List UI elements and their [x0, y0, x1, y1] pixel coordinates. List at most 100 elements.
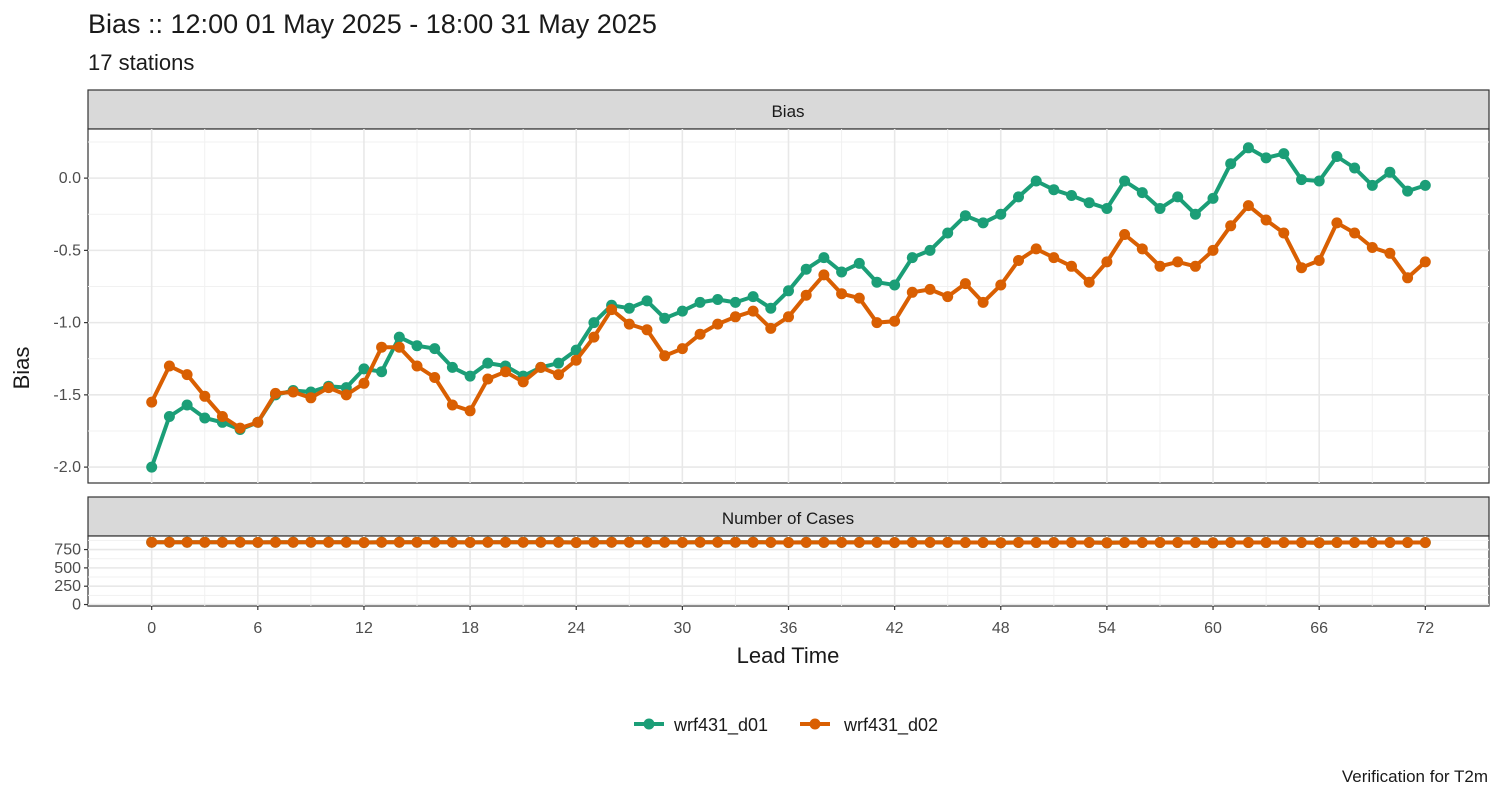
data-point-wrf431_d02	[783, 537, 794, 548]
data-point-wrf431_d02	[1136, 537, 1148, 548]
series-wrf431_d02-bias	[146, 200, 1431, 434]
data-point-wrf431_d02	[1366, 537, 1378, 548]
data-point-wrf431_d01	[1384, 166, 1396, 178]
data-point-wrf431_d02	[765, 322, 777, 334]
data-point-wrf431_d02	[924, 536, 936, 548]
data-point-wrf431_d02	[181, 369, 193, 381]
data-point-wrf431_d01	[1366, 179, 1378, 191]
data-point-wrf431_d02	[800, 536, 812, 548]
series-cases	[146, 536, 1431, 549]
data-point-wrf431_d01	[1402, 185, 1414, 197]
y-tick-label-cases: 250	[54, 578, 81, 595]
data-point-wrf431_d01	[411, 340, 423, 352]
data-point-wrf431_d01	[482, 357, 494, 369]
data-point-wrf431_d02	[305, 392, 317, 404]
data-point-wrf431_d02	[1172, 537, 1184, 548]
data-point-wrf431_d02	[163, 360, 175, 372]
x-tick-label: 0	[147, 620, 156, 637]
data-point-wrf431_d02	[1225, 220, 1237, 232]
data-point-wrf431_d02	[1066, 260, 1077, 272]
data-point-wrf431_d01	[853, 257, 865, 269]
data-point-wrf431_d02	[199, 390, 211, 402]
x-tick-label: 36	[780, 620, 798, 637]
data-point-wrf431_d02	[1207, 537, 1219, 549]
data-point-wrf431_d02	[676, 343, 688, 355]
data-point-wrf431_d01	[1260, 152, 1272, 164]
data-point-wrf431_d01	[818, 252, 830, 264]
data-point-wrf431_d01	[729, 296, 741, 308]
data-point-wrf431_d02	[446, 536, 458, 548]
data-point-wrf431_d01	[694, 296, 706, 308]
data-point-wrf431_d01	[1296, 174, 1307, 186]
data-point-wrf431_d02	[641, 536, 653, 548]
data-point-wrf431_d02	[1172, 256, 1184, 268]
data-point-wrf431_d02	[411, 536, 423, 548]
data-point-wrf431_d02	[1384, 247, 1396, 259]
data-point-wrf431_d02	[216, 411, 228, 422]
data-point-wrf431_d02	[712, 536, 724, 548]
series-bias	[146, 142, 1431, 473]
data-point-wrf431_d01	[446, 361, 458, 373]
data-point-wrf431_d02	[889, 315, 901, 327]
legend-key-marker-d02	[809, 718, 821, 730]
data-point-wrf431_d02	[323, 536, 335, 548]
data-point-wrf431_d01	[747, 291, 759, 303]
panel-bias: Bias -2.0 -1.5 -1.0 -0.5 0.0 Bias	[9, 89, 1490, 484]
chart-title: Bias :: 12:00 01 May 2025 - 18:00 31 May…	[88, 9, 657, 39]
data-point-wrf431_d02	[924, 283, 936, 295]
data-point-wrf431_d01	[1189, 208, 1201, 220]
data-point-wrf431_d02	[146, 396, 158, 408]
data-point-wrf431_d01	[429, 343, 441, 355]
y-tick-label-bias: -1.5	[53, 387, 81, 404]
data-point-wrf431_d02	[429, 536, 441, 548]
data-point-wrf431_d02	[393, 341, 405, 353]
data-point-wrf431_d02	[340, 389, 352, 401]
data-point-wrf431_d01	[623, 302, 635, 314]
data-point-wrf431_d02	[1189, 537, 1201, 548]
data-point-wrf431_d02	[800, 289, 812, 301]
data-point-wrf431_d01	[959, 210, 971, 222]
data-point-wrf431_d02	[889, 537, 901, 548]
data-point-wrf431_d01	[358, 363, 370, 375]
data-point-wrf431_d01	[1331, 151, 1343, 162]
data-point-wrf431_d02	[959, 537, 971, 548]
data-point-wrf431_d02	[199, 536, 211, 548]
data-point-wrf431_d02	[553, 369, 564, 381]
data-point-wrf431_d02	[376, 341, 388, 353]
data-point-wrf431_d02	[1242, 200, 1254, 212]
x-tick-label: 6	[253, 620, 262, 637]
data-point-wrf431_d01	[1013, 191, 1024, 203]
data-point-wrf431_d02	[836, 536, 848, 548]
data-point-wrf431_d02	[1349, 537, 1361, 548]
data-point-wrf431_d02	[694, 536, 706, 548]
data-point-wrf431_d01	[1048, 184, 1060, 196]
data-point-wrf431_d02	[942, 291, 954, 303]
data-point-wrf431_d01	[783, 285, 794, 297]
data-point-wrf431_d02	[606, 536, 618, 548]
data-point-wrf431_d02	[270, 387, 281, 399]
data-point-wrf431_d01	[146, 461, 158, 473]
data-point-wrf431_d01	[836, 266, 848, 278]
y-tick-label-bias: -2.0	[53, 459, 81, 476]
data-point-wrf431_d02	[411, 360, 423, 372]
data-point-wrf431_d01	[924, 244, 936, 256]
data-point-wrf431_d02	[1154, 537, 1166, 548]
data-point-wrf431_d01	[570, 344, 582, 356]
data-point-wrf431_d01	[553, 357, 564, 369]
data-point-wrf431_d01	[942, 227, 954, 239]
data-point-wrf431_d02	[712, 318, 724, 330]
data-point-wrf431_d02	[376, 536, 388, 548]
data-point-wrf431_d02	[818, 536, 830, 548]
data-point-wrf431_d02	[464, 405, 476, 417]
data-point-wrf431_d02	[1101, 537, 1113, 549]
x-tick-label: 12	[355, 620, 373, 637]
data-point-wrf431_d02	[1225, 537, 1237, 548]
data-point-wrf431_d01	[1030, 175, 1042, 187]
legend-key-marker-d01	[643, 718, 655, 730]
data-point-wrf431_d02	[747, 536, 759, 548]
data-point-wrf431_d02	[747, 305, 759, 317]
data-point-wrf431_d01	[1136, 187, 1148, 199]
x-tick-label: 48	[992, 620, 1010, 637]
y-tick-label-cases: 500	[54, 560, 81, 577]
legend-label-d01: wrf431_d01	[673, 715, 768, 736]
